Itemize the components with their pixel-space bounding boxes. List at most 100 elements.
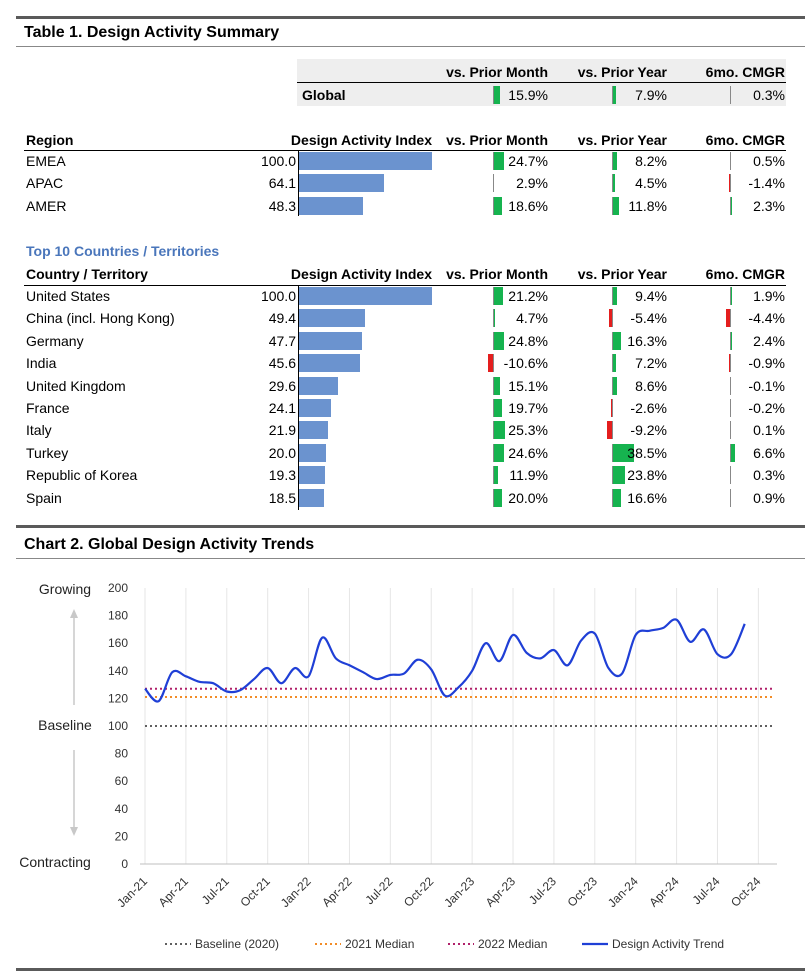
- country-row-mom: 19.7%: [508, 400, 548, 416]
- summary-header-yoy: vs. Prior Year: [577, 64, 667, 80]
- region-header-name: Region: [26, 132, 74, 148]
- y-tick-label: 120: [108, 691, 128, 705]
- region-row-cmgr: -1.4%: [748, 175, 785, 192]
- country-row-index: 20.0: [268, 444, 296, 461]
- country-header-rule: [24, 285, 786, 286]
- country-row-mom-bar: [493, 309, 496, 328]
- country-row-yoy-bar: [612, 443, 634, 462]
- x-tick-label: Apr-24: [646, 874, 682, 910]
- country-row-cmgr: -4.4%: [748, 310, 785, 327]
- country-row-mom-bar: [493, 443, 505, 462]
- region-row-mom-bar-axis: [493, 196, 494, 215]
- country-row-yoy-bar: [610, 399, 612, 417]
- x-tick-label: Oct-21: [237, 874, 273, 910]
- region-row-cmgr: 2.3%: [753, 197, 785, 214]
- country-row-yoy: 38.5%: [627, 444, 667, 461]
- region-row-cmgr-bar-axis: [730, 174, 731, 193]
- country-row-name: France: [26, 400, 70, 416]
- global-yoy-bar: [612, 86, 617, 104]
- country-row-index: 21.9: [268, 422, 296, 439]
- y-tick-label: 80: [115, 747, 129, 761]
- country-row-mom: 21.2%: [508, 288, 548, 304]
- legend-label: 2022 Median: [478, 937, 547, 951]
- x-tick-label: Oct-22: [401, 874, 437, 910]
- x-tick-label: Apr-23: [483, 874, 519, 910]
- country-row-cmgr-bar: [729, 354, 731, 373]
- region-row-mom-bar-axis: [493, 174, 494, 193]
- country-row-cmgr: 0.1%: [753, 422, 785, 439]
- summary-header-cmgr: 6mo. CMGR: [705, 64, 785, 80]
- country-row-name: Germany: [26, 332, 84, 349]
- global-mom-bar: [493, 86, 501, 104]
- y-axis-ticks: 0 20 40 60 80 100 120 140 160 180 200: [108, 581, 128, 871]
- country-row-mom: 25.3%: [508, 422, 548, 439]
- x-tick-label: Jul-24: [690, 874, 723, 907]
- region-row-mom-bar: [493, 152, 505, 170]
- growing-label: Growing: [39, 581, 91, 597]
- country-row-yoy-bar: [612, 331, 622, 350]
- global-yoy-bar-axis: [612, 86, 613, 104]
- country-header-index: Design Activity Index: [290, 266, 432, 282]
- country-row-index-bar: [299, 443, 326, 462]
- contracting-label: Contracting: [19, 854, 91, 870]
- region-header-cmgr: 6mo. CMGR: [705, 132, 785, 148]
- country-row-index: 24.1: [268, 400, 296, 416]
- region-header-yoy: vs. Prior Year: [577, 132, 667, 148]
- country-row-yoy-bar: [606, 421, 612, 440]
- country-row-name: India: [26, 355, 57, 372]
- country-row-mom-bar: [493, 287, 503, 305]
- country-row-yoy-bar-axis: [612, 331, 613, 350]
- contracting-arrow-icon: [70, 827, 78, 836]
- country-row-mom-bar: [493, 399, 503, 417]
- chart-top-rule: [16, 525, 805, 528]
- x-tick-label: Apr-22: [319, 874, 355, 910]
- country-row-mom: 4.7%: [516, 310, 548, 327]
- country-row-yoy-bar: [612, 354, 617, 373]
- country-row-mom-bar-axis: [493, 287, 494, 305]
- region-row-index-bar: [299, 196, 364, 215]
- country-row-index-bar: [299, 376, 339, 395]
- country-row-yoy-bar: [608, 309, 612, 328]
- country-row-cmgr: 0.3%: [753, 467, 785, 484]
- global-cmgr-bar-axis: [730, 86, 731, 104]
- region-row-index-bar: [299, 174, 385, 193]
- country-row-name: United States: [26, 288, 111, 304]
- country-header-cmgr: 6mo. CMGR: [705, 266, 785, 282]
- country-row-cmgr-bar-axis: [730, 331, 731, 350]
- region-row-yoy: 11.8%: [628, 197, 667, 214]
- country-row-cmgr-bar-axis: [730, 287, 731, 305]
- country-row-index: 45.6: [268, 355, 296, 372]
- region-row-yoy-bar-axis: [612, 174, 613, 193]
- region-row-yoy: 8.2%: [635, 153, 667, 169]
- country-row-index: 100.0: [260, 288, 296, 304]
- y-tick-label: 200: [108, 581, 128, 595]
- country-row-index: 47.7: [268, 332, 296, 349]
- x-tick-label: Jan-24: [605, 874, 641, 910]
- country-row-index: 18.5: [268, 489, 296, 506]
- country-row-mom: -10.6%: [503, 355, 548, 372]
- country-row-cmgr: -0.2%: [748, 400, 785, 416]
- country-row-mom-bar: [493, 421, 505, 440]
- country-row-yoy-bar: [612, 287, 618, 305]
- country-row-cmgr-bar-axis: [730, 488, 731, 507]
- region-row-index: 64.1: [268, 175, 296, 192]
- country-row-yoy-bar: [612, 488, 622, 507]
- country-row-yoy-bar: [612, 466, 626, 485]
- y-tick-label: 100: [108, 719, 128, 733]
- region-row-index: 48.3: [268, 197, 296, 214]
- growing-arrow-icon: [70, 609, 78, 618]
- x-tick-label: Jan-22: [278, 874, 314, 910]
- country-row-index-bar: [299, 309, 365, 328]
- country-row-cmgr-bar-axis: [730, 309, 731, 328]
- country-row-cmgr: 0.9%: [753, 489, 785, 506]
- country-row-yoy-bar-axis: [612, 488, 613, 507]
- global-mom: 15.9%: [508, 87, 548, 103]
- country-row-cmgr: 1.9%: [753, 288, 785, 304]
- legend-label: Baseline (2020): [195, 937, 279, 951]
- region-row-name: APAC: [26, 175, 64, 192]
- region-header-mom: vs. Prior Month: [446, 132, 548, 148]
- region-row-name: EMEA: [26, 153, 66, 169]
- region-row-cmgr-bar-axis: [730, 196, 731, 215]
- region-index-divider: [298, 150, 299, 216]
- country-row-mom-bar: [488, 354, 493, 373]
